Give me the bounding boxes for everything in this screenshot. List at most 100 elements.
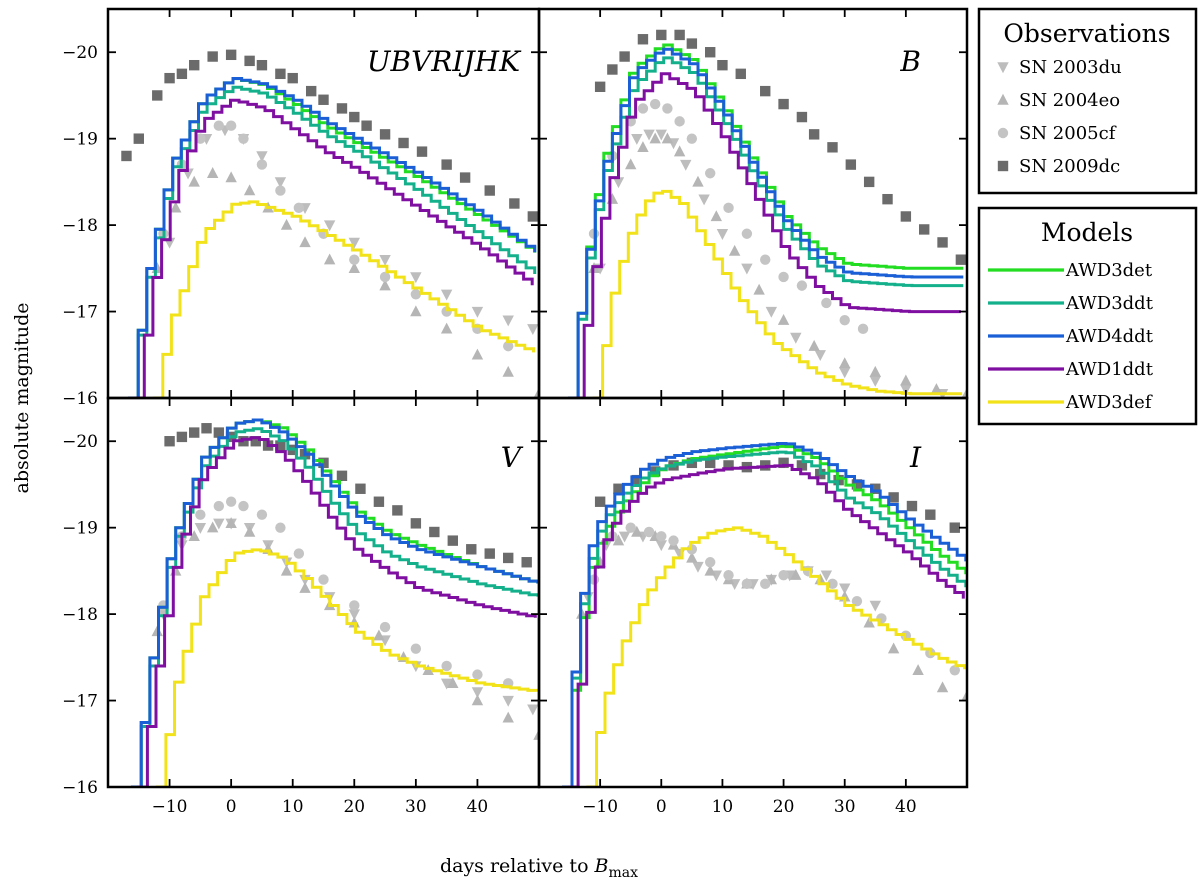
obs-point-sn-2009dc <box>164 72 175 84</box>
obs-point-sn-2004eo <box>936 681 949 693</box>
obs-point-sn-2005cf <box>225 496 237 507</box>
obs-point-sn-2005cf <box>238 500 249 512</box>
obs-point-sn-2005cf <box>674 116 685 127</box>
obs-point-sn-2004eo <box>502 711 514 723</box>
obs-point-sn-2009dc <box>955 254 967 265</box>
y-tick-label: −20 <box>62 432 98 452</box>
obs-point-sn-2004eo <box>243 184 256 196</box>
obs-point-sn-2009dc <box>808 129 820 140</box>
legend-marker-sn-2009dc <box>997 160 1009 172</box>
obs-point-sn-2009dc <box>484 185 495 196</box>
obs-point-sn-2005cf <box>637 103 649 114</box>
x-tick-label: 30 <box>405 797 427 817</box>
legend-observations-title: Observations <box>1003 19 1170 48</box>
obs-point-sn-2009dc <box>870 483 881 494</box>
obs-point-sn-2003du <box>869 600 881 612</box>
obs-point-sn-2003du <box>655 129 667 141</box>
obs-point-sn-2005cf <box>778 271 789 283</box>
obs-point-sn-2009dc <box>717 59 728 71</box>
obs-point-sn-2009dc <box>398 137 409 149</box>
obs-point-sn-2009dc <box>778 98 789 110</box>
obs-point-sn-2004eo <box>348 262 360 274</box>
obs-point-sn-2009dc <box>275 68 286 80</box>
y-tick-label: −16 <box>62 778 98 798</box>
obs-point-sn-2005cf <box>410 289 422 300</box>
legend-item-awd3ddt: AWD3ddt <box>988 293 1154 314</box>
obs-point-sn-2003du <box>820 570 833 582</box>
obs-point-sn-2003du <box>256 151 268 163</box>
obs-point-sn-2004eo <box>243 525 256 537</box>
obs-point-sn-2009dc <box>705 457 716 469</box>
legend-label: AWD4ddt <box>1065 326 1154 347</box>
obs-point-sn-2005cf <box>760 254 771 265</box>
obs-point-sn-2005cf <box>643 526 655 538</box>
obs-point-sn-2009dc <box>176 431 188 443</box>
obs-point-sn-2004eo <box>440 322 453 334</box>
obs-point-sn-2009dc <box>937 237 948 248</box>
model-line-awd1ddt <box>574 72 961 398</box>
obs-series-sn-2009dc <box>121 49 539 222</box>
panel-title-i: I <box>909 441 922 474</box>
obs-point-sn-2003du <box>643 129 655 141</box>
obs-point-sn-2009dc <box>906 500 918 512</box>
obs-point-sn-2005cf <box>723 570 734 581</box>
x-axis-label: days relative to Bmax <box>440 855 638 881</box>
legend-label: AWD3ddt <box>1065 293 1154 314</box>
obs-point-sn-2003du <box>839 583 851 595</box>
obs-point-sn-2004eo <box>887 642 900 654</box>
panel-title-b: B <box>899 45 921 78</box>
x-axis-label-symbol: B <box>594 855 609 877</box>
legend-item-sn-2004eo: SN 2004eo <box>997 90 1120 111</box>
obs-point-sn-2004eo <box>673 145 686 157</box>
obs-point-sn-2003du <box>274 177 287 189</box>
obs-point-sn-2004eo <box>323 253 336 265</box>
obs-point-sn-2003du <box>814 350 826 361</box>
obs-point-sn-2004eo <box>710 210 723 222</box>
obs-point-sn-2004eo <box>606 192 619 204</box>
legend-item-awd1ddt: AWD1ddt <box>988 359 1154 380</box>
obs-point-sn-2004eo <box>808 339 820 351</box>
obs-point-sn-2009dc <box>705 47 716 58</box>
model-line-awd1ddt <box>568 463 965 787</box>
obs-point-sn-2005cf <box>238 133 249 144</box>
obs-point-sn-2005cf <box>349 254 360 265</box>
obs-point-sn-2009dc <box>275 440 286 451</box>
obs-point-sn-2003du <box>698 194 710 206</box>
obs-point-sn-2003du <box>502 695 514 707</box>
obs-point-sn-2009dc <box>355 483 366 494</box>
obs-point-sn-2009dc <box>778 457 789 469</box>
obs-point-sn-2005cf <box>441 660 452 672</box>
x-tick-label: 40 <box>895 797 917 817</box>
obs-point-sn-2005cf <box>649 98 661 110</box>
obs-point-sn-2004eo <box>869 365 881 377</box>
obs-point-sn-2009dc <box>613 483 624 494</box>
obs-point-sn-2005cf <box>503 340 514 352</box>
panel-title-ubvrijhk: UBVRIJHK <box>367 45 522 78</box>
obs-point-sn-2009dc <box>509 198 520 209</box>
obs-point-sn-2004eo <box>631 525 643 537</box>
obs-point-sn-2004eo <box>225 517 237 529</box>
legend-marker-sn-2003du <box>997 62 1009 74</box>
obs-point-sn-2004eo <box>299 581 311 593</box>
obs-point-sn-2009dc <box>336 103 348 114</box>
y-tick-label: −19 <box>62 519 98 539</box>
obs-point-sn-2003du <box>527 324 539 336</box>
obs-point-sn-2009dc <box>459 172 471 183</box>
legend-marker-sn-2005cf <box>997 127 1009 139</box>
obs-point-sn-2009dc <box>361 120 372 131</box>
obs-point-sn-2003du <box>680 159 692 171</box>
legend-models: Models AWD3det AWD3ddt AWD4ddt AWD1ddt AWD3d… <box>977 206 1198 426</box>
obs-point-sn-2009dc <box>631 474 643 486</box>
obs-point-sn-2009dc <box>594 81 606 92</box>
obs-point-sn-2009dc <box>152 90 163 101</box>
obs-point-sn-2005cf <box>668 535 679 546</box>
obs-point-sn-2005cf <box>275 522 286 533</box>
obs-point-sn-2009dc <box>318 94 329 105</box>
obs-point-sn-2003du <box>631 133 643 145</box>
obs-point-sn-2003du <box>527 704 539 716</box>
obs-point-sn-2004eo <box>912 664 924 675</box>
obs-point-sn-2003du <box>618 531 631 543</box>
y-tick-label: −17 <box>62 692 98 712</box>
obs-point-sn-2005cf <box>195 509 206 520</box>
model-line-awd4ddt <box>562 442 967 787</box>
